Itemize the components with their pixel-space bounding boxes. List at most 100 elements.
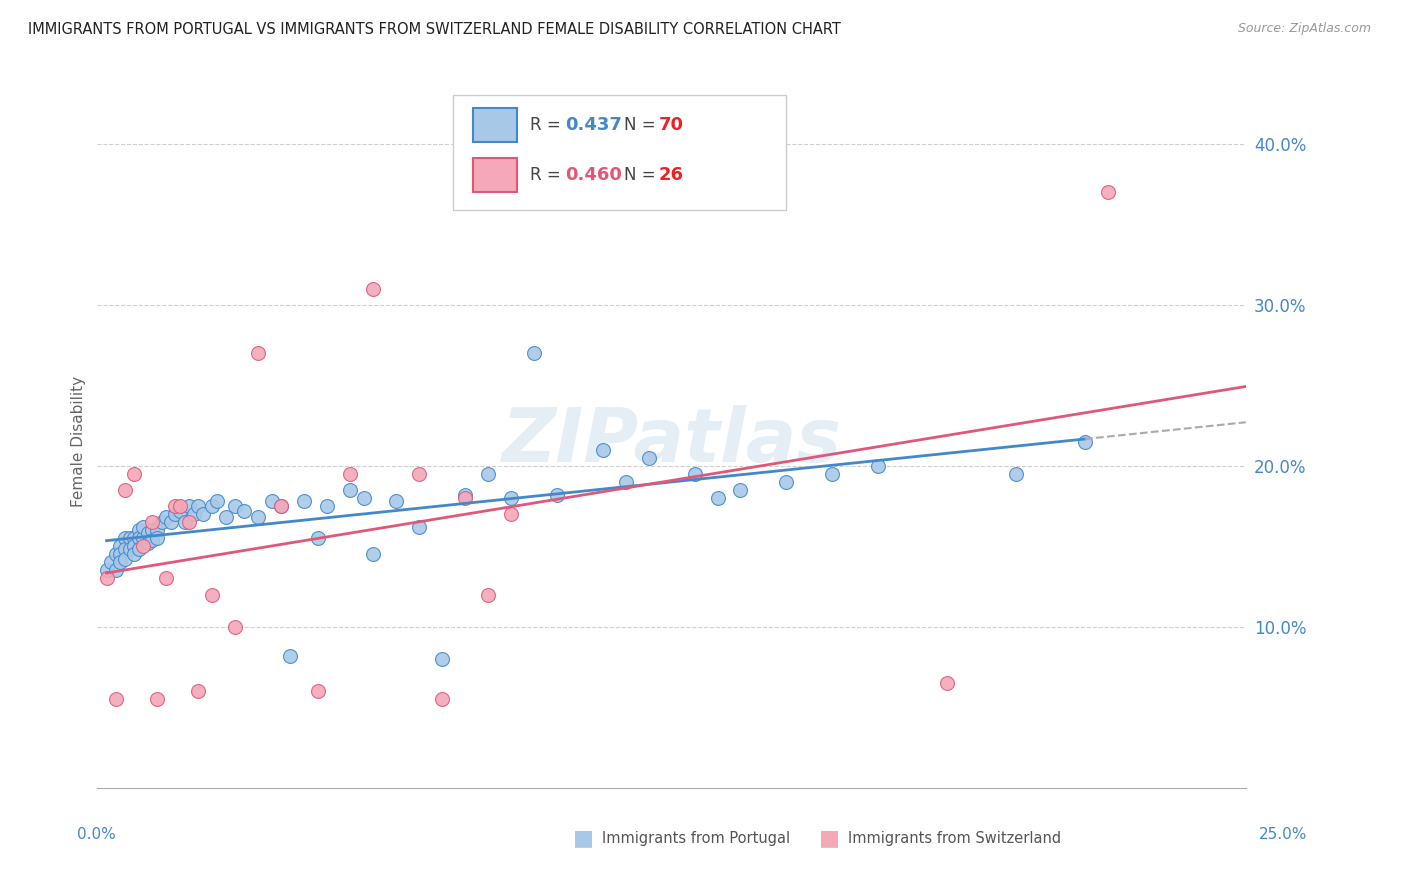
- Point: [100, 555, 122, 569]
- Text: ZIPatlas: ZIPatlas: [502, 405, 842, 478]
- Point: [430, 692, 453, 706]
- Point: [316, 499, 339, 513]
- Point: [104, 692, 127, 706]
- Point: [132, 539, 155, 553]
- Point: [201, 499, 224, 513]
- Point: [278, 648, 301, 663]
- Point: [141, 533, 163, 547]
- Text: 0.460: 0.460: [565, 166, 621, 184]
- Point: [523, 346, 546, 360]
- Text: ■: ■: [574, 829, 593, 848]
- Text: 0.0%: 0.0%: [77, 827, 117, 841]
- Point: [307, 531, 329, 545]
- Point: [430, 652, 453, 666]
- Point: [122, 531, 145, 545]
- Point: [183, 507, 205, 521]
- Point: [775, 475, 797, 489]
- Point: [128, 523, 150, 537]
- Text: N =: N =: [624, 116, 661, 134]
- Point: [104, 563, 127, 577]
- Point: [292, 494, 315, 508]
- Point: [224, 499, 246, 513]
- Point: [136, 536, 159, 550]
- Point: [146, 523, 169, 537]
- Point: [122, 467, 145, 481]
- Point: [118, 531, 141, 545]
- Point: [1005, 467, 1028, 481]
- Point: [155, 510, 177, 524]
- Point: [191, 507, 214, 521]
- Text: R =: R =: [530, 116, 567, 134]
- Text: Immigrants from Portugal: Immigrants from Portugal: [602, 831, 790, 846]
- Point: [110, 539, 132, 553]
- Point: [187, 499, 209, 513]
- Point: [353, 491, 375, 505]
- Point: [868, 458, 890, 473]
- Point: [110, 547, 132, 561]
- Point: [821, 467, 844, 481]
- Point: [110, 555, 132, 569]
- Point: [187, 684, 209, 698]
- Point: [233, 504, 256, 518]
- Point: [128, 542, 150, 557]
- Point: [96, 563, 118, 577]
- Point: [173, 515, 195, 529]
- Point: [141, 515, 163, 529]
- Point: [122, 539, 145, 553]
- Point: [361, 281, 384, 295]
- Point: [146, 692, 169, 706]
- Text: ■: ■: [820, 829, 839, 848]
- Point: [141, 523, 163, 537]
- Point: [477, 588, 499, 602]
- Point: [499, 507, 522, 521]
- FancyBboxPatch shape: [472, 158, 516, 193]
- Point: [361, 547, 384, 561]
- Point: [454, 488, 477, 502]
- Point: [706, 491, 728, 505]
- Point: [165, 507, 187, 521]
- Point: [169, 504, 191, 518]
- Y-axis label: Female Disability: Female Disability: [72, 376, 86, 508]
- Point: [385, 494, 408, 508]
- Point: [114, 552, 136, 566]
- Point: [637, 450, 659, 465]
- Point: [96, 571, 118, 585]
- Text: R =: R =: [530, 166, 567, 184]
- Point: [169, 499, 191, 513]
- Point: [201, 588, 224, 602]
- Point: [247, 510, 270, 524]
- Point: [114, 531, 136, 545]
- Point: [260, 494, 283, 508]
- Point: [136, 526, 159, 541]
- Point: [132, 531, 155, 545]
- Point: [205, 494, 228, 508]
- Point: [936, 676, 959, 690]
- Point: [408, 520, 430, 534]
- Point: [592, 442, 614, 457]
- Point: [150, 515, 173, 529]
- FancyBboxPatch shape: [472, 108, 516, 143]
- Point: [408, 467, 430, 481]
- Point: [247, 346, 270, 360]
- FancyBboxPatch shape: [453, 95, 786, 210]
- Text: 70: 70: [659, 116, 683, 134]
- Point: [114, 483, 136, 497]
- Point: [128, 531, 150, 545]
- Point: [160, 515, 183, 529]
- Point: [179, 499, 201, 513]
- Text: 0.437: 0.437: [565, 116, 621, 134]
- Point: [307, 684, 329, 698]
- Point: [118, 542, 141, 557]
- Point: [122, 547, 145, 561]
- Text: Immigrants from Switzerland: Immigrants from Switzerland: [848, 831, 1062, 846]
- Point: [499, 491, 522, 505]
- Point: [215, 510, 238, 524]
- Text: 25.0%: 25.0%: [1260, 827, 1308, 841]
- Point: [179, 515, 201, 529]
- Point: [683, 467, 706, 481]
- Point: [146, 531, 169, 545]
- Point: [1074, 434, 1097, 449]
- Point: [270, 499, 292, 513]
- Text: 26: 26: [659, 166, 683, 184]
- Point: [114, 542, 136, 557]
